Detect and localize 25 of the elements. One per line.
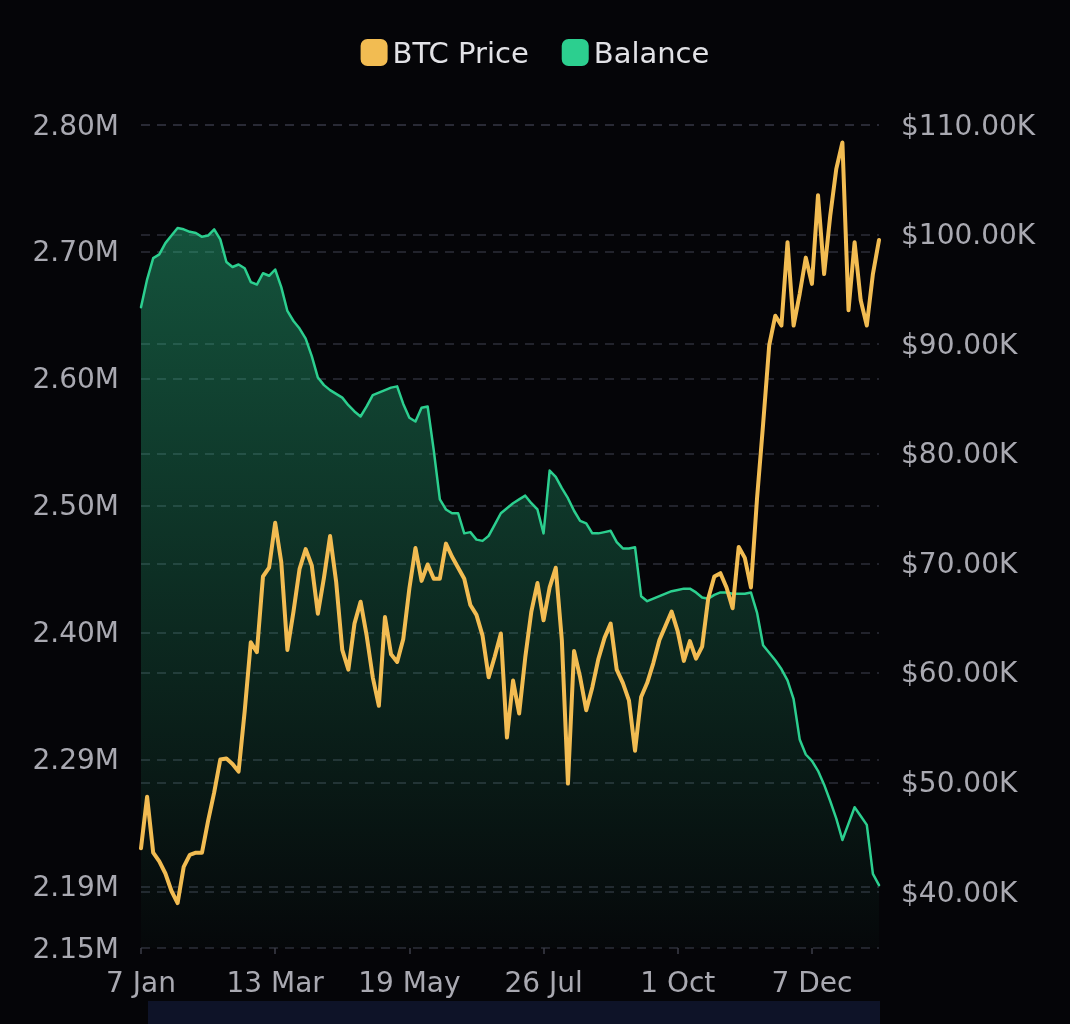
- y-tick-label: 2.70M: [32, 235, 119, 269]
- x-tick-label: 26 Jul: [504, 965, 583, 999]
- y2-tick-label: $60.00K: [901, 656, 1018, 690]
- y2-tick-label: $40.00K: [901, 875, 1018, 909]
- y2-tick-label: $80.00K: [901, 437, 1018, 471]
- y2-tick-label: $110.00K: [901, 108, 1036, 142]
- x-tick-label: 7 Jan: [106, 965, 176, 999]
- legend-label: BTC Price: [392, 35, 529, 70]
- y-tick-label: 2.50M: [32, 489, 119, 523]
- y-tick-label: 2.15M: [32, 931, 119, 965]
- y2-tick-label: $70.00K: [901, 546, 1018, 580]
- x-tick-label: 19 May: [358, 965, 461, 999]
- x-tick-label: 1 Oct: [640, 965, 716, 999]
- y-tick-label: 2.19M: [32, 869, 119, 903]
- y2-tick-label: $100.00K: [901, 218, 1036, 252]
- legend-label: Balance: [593, 35, 710, 70]
- y2-tick-label: $90.00K: [901, 327, 1018, 361]
- y2-tick-label: $50.00K: [901, 766, 1018, 800]
- x-tick-label: 13 Mar: [226, 965, 325, 999]
- x-tick-label: 7 Dec: [771, 965, 853, 999]
- line-series: [139, 140, 881, 906]
- y-tick-label: 2.29M: [32, 743, 119, 777]
- y-tick-label: 2.40M: [32, 616, 119, 650]
- y-tick-label: 2.60M: [32, 362, 119, 396]
- y-tick-label: 2.80M: [32, 108, 119, 142]
